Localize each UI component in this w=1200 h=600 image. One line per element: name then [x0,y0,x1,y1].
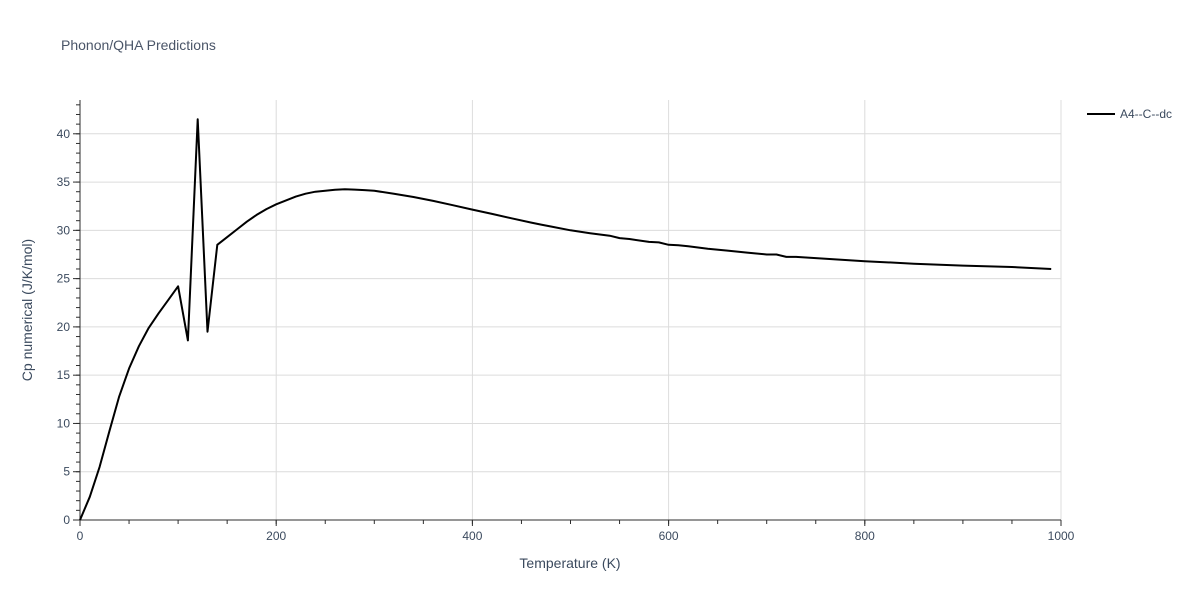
plot-area[interactable] [79,118,1052,521]
series-line[interactable] [79,118,1052,521]
x-tick-label: 400 [462,529,482,543]
y-tick-label: 10 [57,416,71,430]
x-tick-label: 1000 [1048,529,1075,543]
y-tick-label: 15 [57,368,71,382]
y-tick-label: 0 [63,513,70,527]
y-tick-label: 20 [57,320,71,334]
x-tick-label: 200 [266,529,286,543]
y-tick-label: 30 [57,223,71,237]
chart-title: Phonon/QHA Predictions [61,37,216,53]
y-tick-label: 25 [57,272,71,286]
grid [80,100,1062,520]
legend-label[interactable]: A4--C--dc [1120,107,1172,121]
x-tick-label: 600 [659,529,679,543]
x-tick-label: 800 [855,529,875,543]
y-tick-label: 5 [63,465,70,479]
x-tick-label: 0 [77,529,84,543]
axes: 0 200 400 600 800 1000 0 5 10 15 20 25 30 35 40 [57,100,1075,543]
x-axis-label: Temperature (K) [519,555,620,571]
legend[interactable]: A4--C--dc [1087,107,1172,121]
y-tick-label: 35 [57,175,71,189]
y-axis-label: Cp numerical (J/K/mol) [19,239,35,381]
y-tick-label: 40 [57,127,71,141]
